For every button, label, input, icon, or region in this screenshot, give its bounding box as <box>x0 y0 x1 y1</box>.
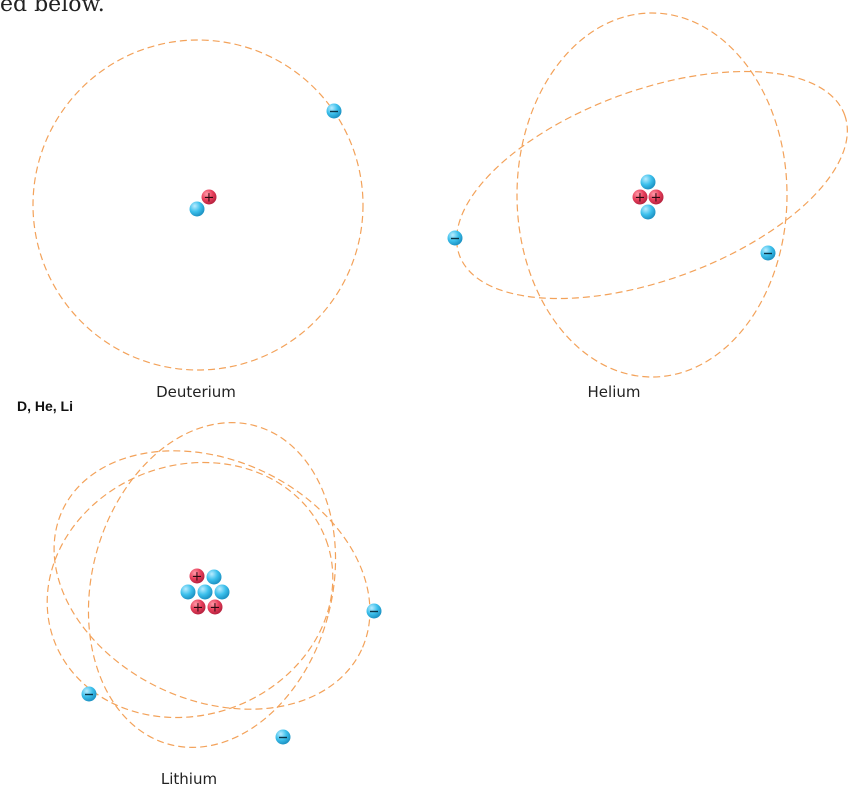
neutron <box>189 201 205 217</box>
helium-atom: + + <box>447 12 848 378</box>
svg-text:+: + <box>193 601 204 616</box>
neutron <box>180 584 196 600</box>
helium-orbit-2 <box>456 70 848 300</box>
proton: + <box>190 599 206 616</box>
neutron <box>197 584 213 600</box>
lithium-atom: + + + <box>46 422 382 748</box>
helium-nucleus: + + <box>632 174 664 220</box>
helium-orbit-1 <box>516 12 788 378</box>
lithium-orbit-3 <box>46 461 334 719</box>
proton: + <box>201 189 217 206</box>
svg-text:+: + <box>651 191 662 206</box>
electron <box>275 729 291 745</box>
electron <box>326 103 342 119</box>
deuterium-label: Deuterium <box>156 383 236 401</box>
proton: + <box>207 599 223 616</box>
proton: + <box>632 189 648 206</box>
lithium-orbit-2 <box>53 450 371 710</box>
proton: + <box>189 568 205 585</box>
neutron <box>214 584 230 600</box>
deuterium-atom: + <box>32 39 364 371</box>
intro-text: ed below. <box>0 0 105 17</box>
svg-text:+: + <box>635 191 646 206</box>
electron <box>81 686 97 702</box>
deuterium-orbit-1 <box>32 39 364 371</box>
neutron <box>640 204 656 220</box>
proton: + <box>648 189 664 206</box>
electron <box>760 245 776 261</box>
neutron <box>640 174 656 190</box>
lithium-nucleus: + + + <box>180 568 230 616</box>
electron <box>447 230 463 246</box>
figure-side-label: D, He, Li <box>16 398 73 414</box>
lithium-orbit-1 <box>87 422 337 748</box>
deuterium-nucleus: + <box>189 189 217 217</box>
svg-text:+: + <box>210 601 221 616</box>
electron <box>366 603 382 619</box>
svg-text:+: + <box>204 191 215 206</box>
neutron <box>206 569 222 585</box>
lithium-label: Lithium <box>160 770 218 788</box>
helium-label: Helium <box>587 383 641 401</box>
svg-text:+: + <box>192 570 203 585</box>
